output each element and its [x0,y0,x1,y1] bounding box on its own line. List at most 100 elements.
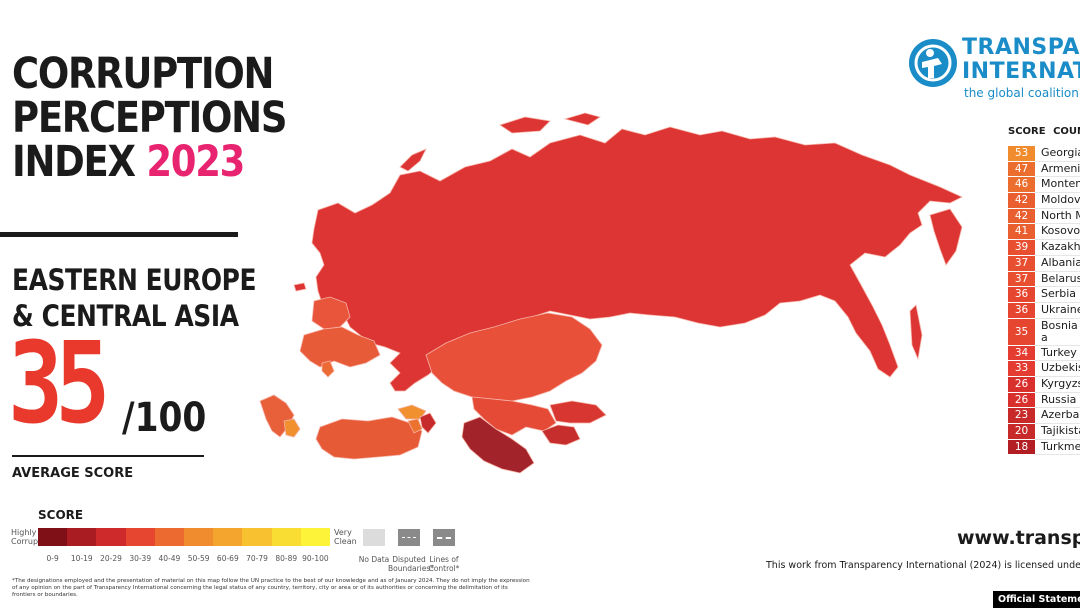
country-score: 39 [1008,240,1035,256]
country-score: 37 [1008,255,1035,272]
official-statement-badge: Official Statement [993,591,1080,608]
table-row: 26 Russia [1008,392,1080,409]
scores-table-header: SCORE COUNTRY/ [1008,126,1080,146]
title-line-3: INDEX 2023 [12,140,286,184]
country-name: Albania [1035,256,1080,272]
country-score: 36 [1008,287,1035,303]
table-row: 47Armenia [1008,161,1080,178]
map-kyrgyzstan [549,400,607,424]
country-name: Kosovo [1035,224,1080,241]
region-map [259,112,963,474]
map-georgia [397,404,427,420]
country-score: 46 [1008,177,1035,194]
map-ukraine [299,326,381,368]
map-kaliningrad [293,282,307,292]
country-score: 37 [1008,271,1035,288]
table-row: 34 Turkey [1008,345,1080,362]
country-score: 35 [1008,318,1035,346]
country-name: Turkme [1035,440,1080,456]
country-score: 26 [1008,392,1035,409]
table-row: 33 Uzbekis [1008,361,1080,377]
title-line-2: PERCEPTIONS [12,93,287,143]
website-link[interactable]: www.transpare [957,527,1080,549]
table-row: 23 Azerbai [1008,408,1080,424]
map-turkey [315,416,423,460]
country-score: 18 [1008,439,1035,456]
country-score: 53 [1008,146,1035,162]
map-kamchatka [929,208,963,266]
country-name: North M [1035,209,1080,225]
country-score: 23 [1008,408,1035,424]
header-score: SCORE [1008,126,1046,137]
legend-swatch [67,528,97,546]
map-armenia [407,418,423,434]
ti-logo-line-2: INTERNAT [962,59,1080,84]
table-row: 26 Kyrgyzs [1008,376,1080,393]
score-divider [12,455,204,457]
legend-range-label: 10-19 [70,554,93,563]
legend-range-label: 20-29 [100,554,122,563]
country-score: 26 [1008,376,1035,393]
country-score: 42 [1008,208,1035,225]
region-line-2: & CENTRAL ASIA [12,299,239,333]
table-row: 41 Kosovo [1008,224,1080,241]
legend-range-label: 80-89 [275,554,298,563]
country-name: Azerbai [1035,408,1080,424]
country-name: Moldova [1035,193,1080,209]
table-row: 36 Serbia [1008,287,1080,303]
country-name: Georgia [1035,146,1080,162]
country-score: 47 [1008,161,1035,178]
ti-globe-icon [909,39,957,87]
legend-range-label: 60-69 [216,554,239,563]
legend-disputed-label: Disputed Boundaries* [388,555,435,573]
ti-logo[interactable]: TRANSPA INTERNAT the global coalition ag [906,36,1080,100]
table-row: 39Kazakhs [1008,240,1080,256]
country-name: Tajikista [1035,424,1080,440]
ti-logo-line-1: TRANSPA [962,36,1080,60]
country-name: Turkey [1035,346,1080,362]
legend-lines-of-control-swatch [433,529,455,546]
legend-range-label: 40-49 [158,554,181,563]
legend-range-label: 70-79 [246,554,268,563]
table-row: 18 Turkme [1008,439,1080,456]
map-balkans-south [283,418,301,438]
average-score-out-of: /100 [122,395,207,441]
disclaimer-footnote: *The designations employed and the prese… [12,578,530,598]
legend-swatch [300,528,331,546]
map-arctic-islands [499,116,551,134]
map-sakhalin [909,304,923,361]
table-row: 37 Belarus [1008,271,1080,288]
legend-range-label: 0-9 [46,554,59,563]
map-turkmenistan [461,416,535,474]
country-score: 36 [1008,302,1035,319]
map-novaya-zemlya [399,148,427,172]
legend-swatch [271,528,301,546]
map-arctic-islands-2 [563,112,601,126]
header-country: COUNTRY/ [1053,126,1080,137]
country-name: Kazakhs [1035,240,1080,256]
country-score: 41 [1008,224,1035,241]
legend-swatch [184,528,214,546]
average-score-value: 35 [8,319,110,449]
country-name: Serbia [1035,287,1080,303]
legend-swatch [154,528,185,546]
average-score-label: AVERAGE SCORE [12,466,134,481]
map-kazakhstan [425,312,603,402]
table-row: 53 Georgia [1008,146,1080,162]
legend-high-label: Very Clean [334,528,357,546]
legend-low-label: Highly Corrupt [11,528,42,546]
index-title: CORRUPTION PERCEPTIONS INDEX 2023 [12,52,287,184]
legend-swatch [213,528,243,546]
country-name: Belarus [1035,272,1080,288]
legend-swatch [242,528,272,546]
legend-range-labels: 0-9 10-19 20-29 30-39 40-49 50-59 60-69 70-79 80… [38,554,330,563]
title-divider [0,232,238,237]
legend-swatch [125,528,155,546]
country-score: 34 [1008,345,1035,362]
table-row: 42Moldova [1008,193,1080,209]
scores-table: SCORE COUNTRY/ 53Georgia47Armenia46Monte… [1008,126,1080,456]
country-name: Russia [1035,393,1080,409]
map-azerbaijan [419,412,437,434]
map-tajikistan [541,424,581,446]
